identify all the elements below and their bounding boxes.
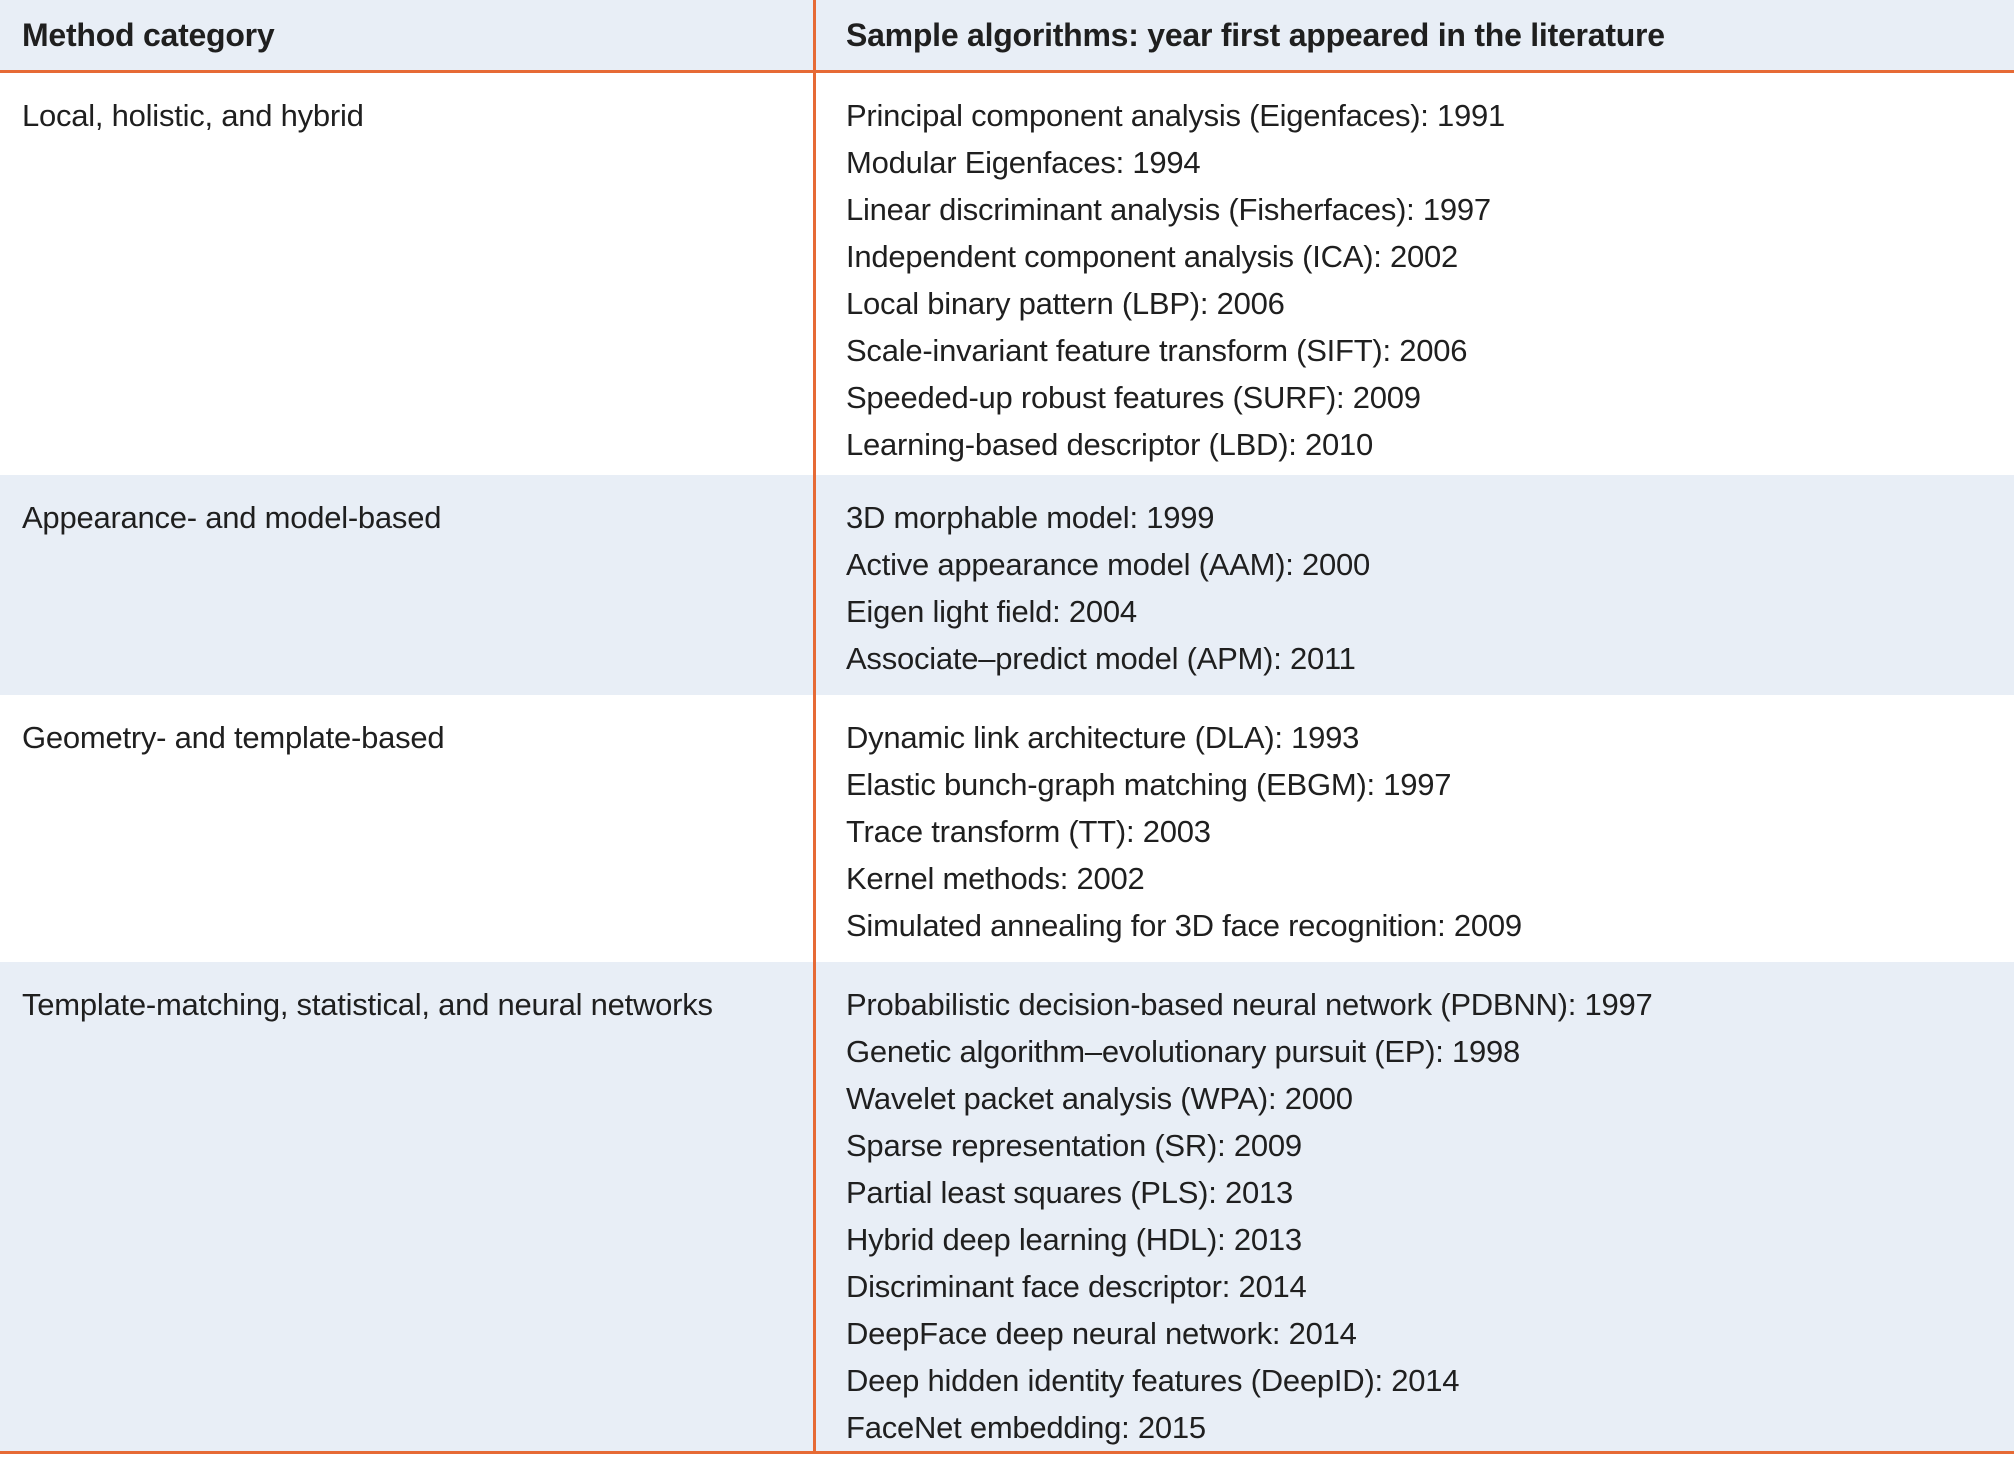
sample-algorithms-cell: Principal component analysis (Eigenfaces…: [813, 73, 2014, 475]
algorithm-line: Speeded-up robust features (SURF): 2009: [846, 380, 1421, 415]
algorithm-line: Hybrid deep learning (HDL): 2013: [846, 1222, 1302, 1257]
algorithm-line: Eigen light field: 2004: [846, 594, 1137, 629]
sample-algorithms-cell: Dynamic link architecture (DLA): 1993 Ela…: [813, 695, 2014, 962]
algorithm-line: Discriminant face descriptor: 2014: [846, 1269, 1307, 1304]
algorithm-line: 3D morphable model: 1999: [846, 500, 1215, 535]
algorithm-line: Wavelet packet analysis (WPA): 2000: [846, 1081, 1353, 1116]
algorithm-line: Genetic algorithm–evolutionary pursuit (…: [846, 1034, 1521, 1069]
algorithm-line: Deep hidden identity features (DeepID): …: [846, 1363, 1460, 1398]
algorithm-line: DeepFace deep neural network: 2014: [846, 1316, 1357, 1351]
algorithm-line: Simulated annealing for 3D face recognit…: [846, 908, 1522, 943]
algorithm-line: FaceNet embedding: 2015: [846, 1410, 1206, 1445]
algorithm-line: Learning-based descriptor (LBD): 2010: [846, 427, 1374, 462]
algorithm-line: Active appearance model (AAM): 2000: [846, 547, 1371, 582]
method-category-cell: Geometry- and template-based: [22, 720, 445, 755]
algorithm-line: Scale-invariant feature transform (SIFT)…: [846, 333, 1468, 368]
algorithm-line: Elastic bunch-graph matching (EBGM): 199…: [846, 767, 1452, 802]
algorithm-line: Principal component analysis (Eigenfaces…: [846, 98, 1506, 133]
algorithm-line: Trace transform (TT): 2003: [846, 814, 1211, 849]
algorithm-line: Probabilistic decision-based neural netw…: [846, 987, 1653, 1022]
method-category-cell: Appearance- and model-based: [0, 475, 813, 695]
sample-algorithms-cell: 3D morphable model: 1999 Active appearanc…: [813, 475, 2014, 695]
algorithm-line: Local binary pattern (LBP): 2006: [846, 286, 1285, 321]
algorithm-line: Modular Eigenfaces: 1994: [846, 145, 1201, 180]
method-category-cell: Local, holistic, and hybrid: [22, 98, 364, 133]
algorithm-line: Linear discriminant analysis (Fisherface…: [846, 192, 1491, 227]
algorithm-line: Partial least squares (PLS): 2013: [846, 1175, 1293, 1210]
column-header-sample-algorithms: Sample algorithms: year first appeared i…: [813, 0, 2014, 73]
sample-algorithms-cell: Probabilistic decision-based neural netw…: [813, 962, 2014, 1454]
algorithm-line: Dynamic link architecture (DLA): 1993: [846, 720, 1360, 755]
algorithm-line: Independent component analysis (ICA): 20…: [846, 239, 1459, 274]
algorithm-line: Associate–predict model (APM): 2011: [846, 641, 1356, 676]
algorithm-line: Sparse representation (SR): 2009: [846, 1128, 1302, 1163]
algorithm-line: Kernel methods: 2002: [846, 861, 1145, 896]
method-category-cell: Template-matching, statistical, and neur…: [0, 962, 813, 1454]
column-header-method-category: Method category: [0, 0, 813, 73]
